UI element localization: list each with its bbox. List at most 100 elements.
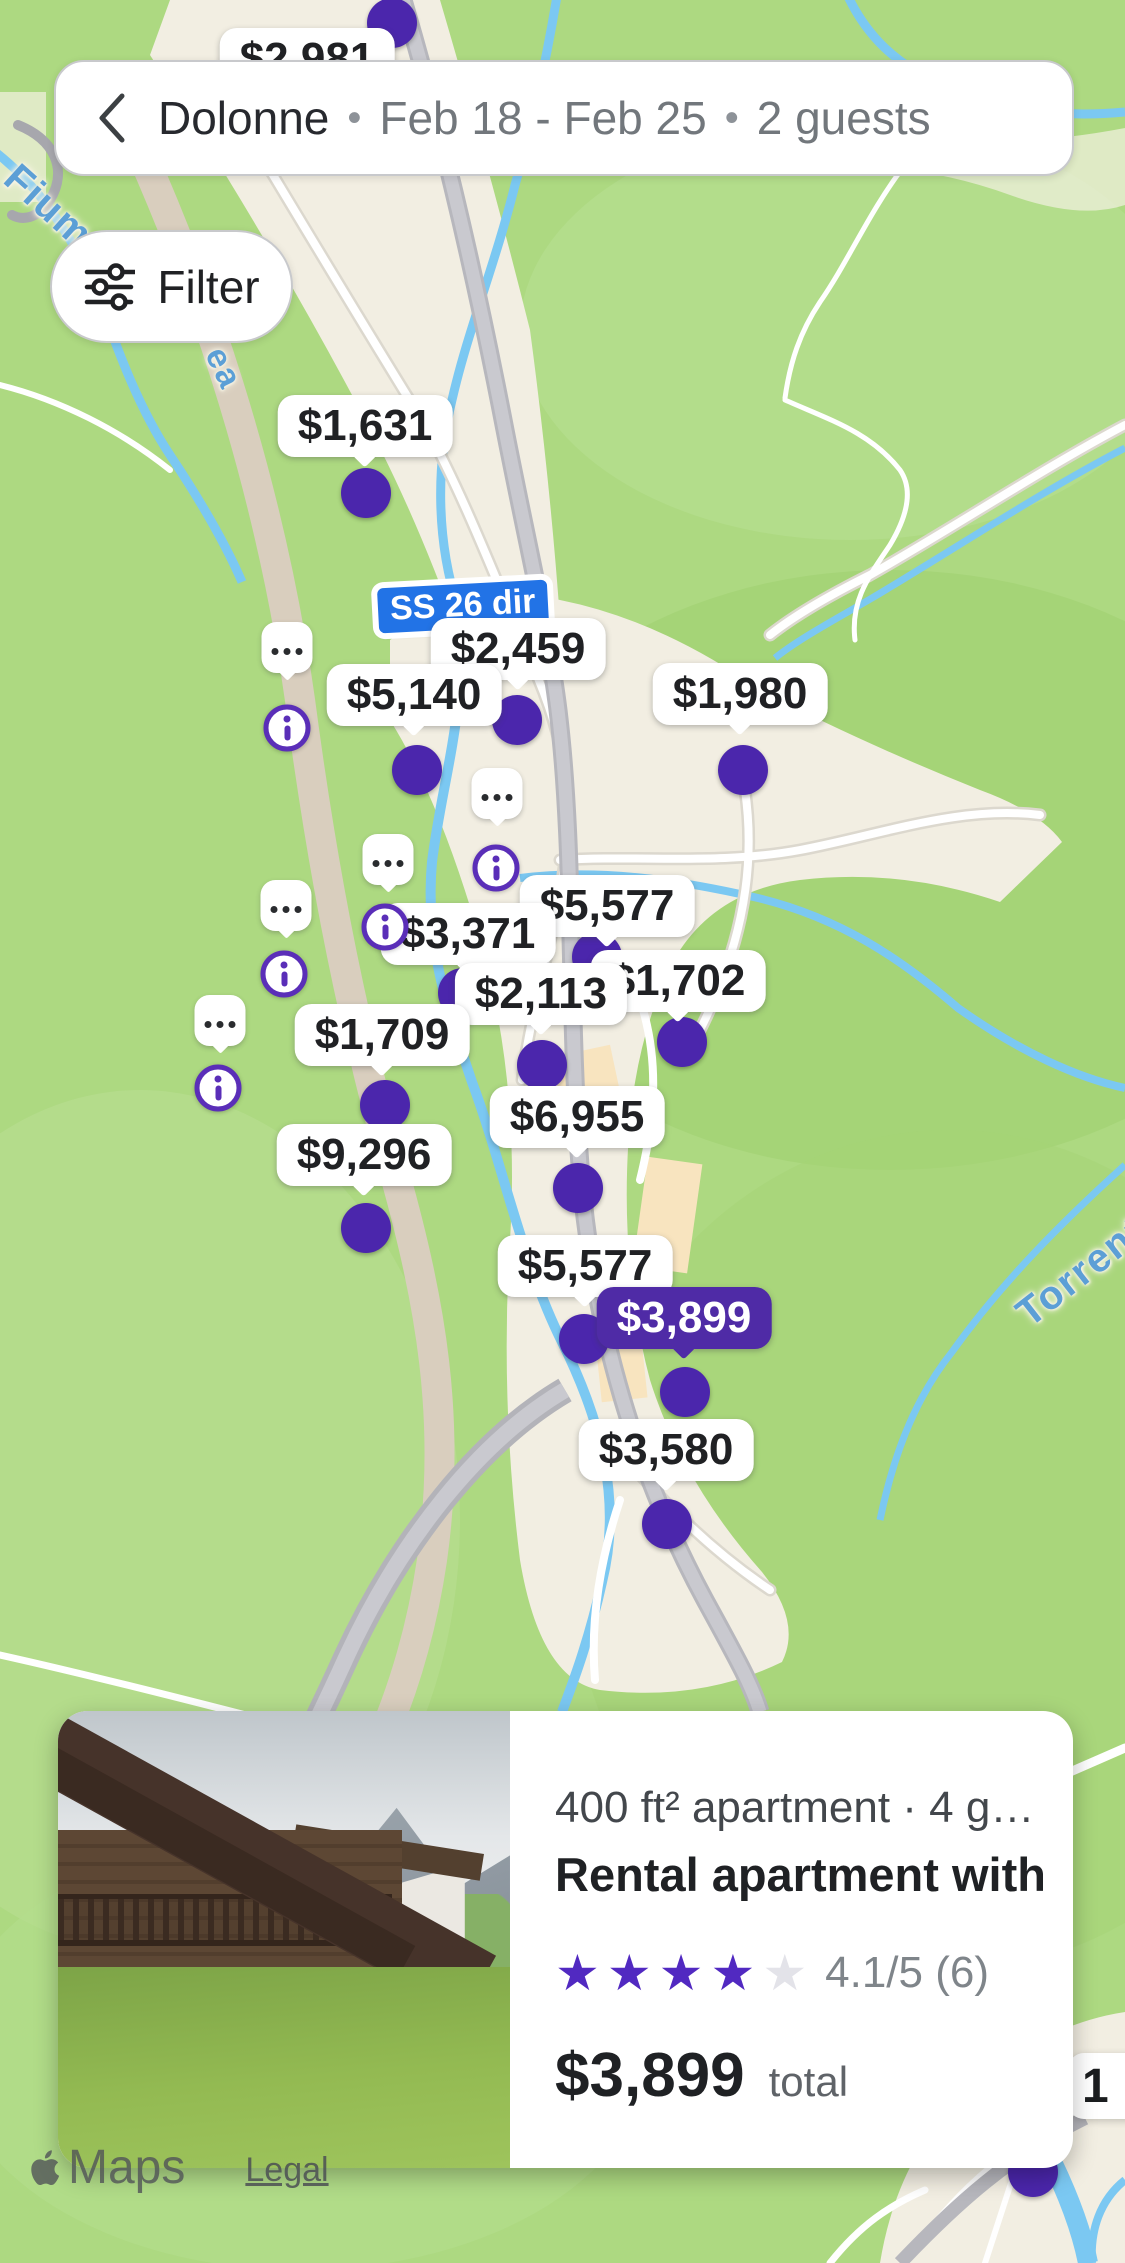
pill-pointer [352, 443, 378, 468]
ellipsis-dot [294, 906, 302, 913]
tune-sliders-icon [83, 262, 136, 311]
ellipsis-dot [204, 1021, 212, 1028]
price-map-pin[interactable] [360, 1080, 410, 1130]
ellipsis-dot [493, 794, 501, 801]
search-bar[interactable]: Dolonne • Feb 18 - Feb 25 • 2 guests [54, 60, 1074, 176]
info-icon [280, 961, 288, 969]
apple-icon [28, 2148, 62, 2188]
info-icon [492, 855, 500, 863]
filter-button[interactable]: Filter [50, 230, 293, 343]
info-pin[interactable] [194, 1064, 242, 1112]
pill-pointer [564, 1134, 590, 1159]
price-pill[interactable]: $5,140 [326, 664, 502, 737]
price-map-pin[interactable] [642, 1499, 692, 1549]
ellipsis-dot [283, 648, 291, 655]
listing-title: 400 ft² apartment · 4 g… [555, 1783, 1035, 1832]
photo-lawn [58, 1966, 510, 2168]
price-map-pin[interactable] [341, 468, 391, 518]
separator-dot: • [347, 95, 362, 140]
info-icon [493, 865, 499, 881]
price-pill[interactable]: $3,580 [578, 1419, 754, 1492]
pill-pointer [277, 662, 297, 681]
price-pill[interactable]: $2,459 [430, 618, 606, 691]
price-pill[interactable]: $5,577 [497, 1235, 673, 1308]
price-map-pin[interactable] [392, 745, 442, 795]
maps-wordmark: Maps [68, 2141, 186, 2194]
pill-pointer [210, 1035, 230, 1054]
search-dates: Feb 18 - Feb 25 [379, 92, 707, 144]
info-pin[interactable] [260, 950, 308, 998]
info-pin[interactable] [472, 844, 520, 892]
search-guests: 2 guests [756, 92, 931, 144]
pill-pointer [653, 1467, 679, 1492]
ellipsis-dot [481, 794, 489, 801]
ellipsis-dot [271, 648, 279, 655]
pill-pointer [369, 1052, 395, 1077]
info-icon [381, 914, 389, 922]
filter-label: Filter [157, 260, 260, 313]
search-summary[interactable]: Dolonne • Feb 18 - Feb 25 • 2 guests [158, 91, 931, 145]
price-pill[interactable]: $2,113 [454, 963, 628, 1036]
cluster-dots-marker[interactable] [194, 995, 246, 1054]
price-map-pin[interactable] [341, 1203, 391, 1253]
price-pill[interactable]: $6,955 [489, 1086, 665, 1159]
ellipsis-dot [295, 648, 303, 655]
price-map-pin[interactable] [718, 745, 768, 795]
listing-result-card[interactable]: 400 ft² apartment · 4 g… Rental apartmen… [58, 1711, 1073, 2168]
search-location: Dolonne [158, 92, 330, 144]
info-icon [283, 715, 291, 723]
info-pin[interactable] [263, 704, 311, 752]
price-map-pin[interactable] [553, 1163, 603, 1213]
ellipsis-dot [282, 906, 290, 913]
price-pill[interactable]: $1,631 [277, 395, 453, 468]
price-pill[interactable]: $9,296 [276, 1124, 452, 1197]
price-suffix: total [768, 2058, 849, 2105]
price-pill-selected[interactable]: $3,899 [596, 1287, 772, 1360]
cluster-dots-marker[interactable] [261, 622, 313, 681]
price-map-pin[interactable] [517, 1040, 567, 1090]
star-empty-icon: ★ [762, 1945, 808, 2001]
cluster-dots-marker[interactable] [471, 768, 523, 827]
map-attribution: Maps Legal [28, 2140, 329, 2195]
pill-pointer [487, 808, 507, 827]
pill-pointer [276, 920, 296, 939]
star-filled-icon: ★ [555, 1945, 600, 2001]
rating-text: 4.1/5 (6) [825, 1948, 990, 1997]
price-pill[interactable]: $3,371 [380, 903, 556, 976]
ellipsis-dot [270, 906, 278, 913]
star-filled-icon: ★ [658, 1945, 704, 2001]
info-icon [215, 1085, 221, 1101]
price-row: $3,899 total [555, 2040, 1043, 2111]
listing-photo[interactable] [58, 1711, 510, 2168]
pill-pointer [727, 711, 753, 736]
star-filled-icon: ★ [710, 1945, 756, 2001]
price-pill[interactable]: $1,980 [652, 663, 828, 736]
pill-pointer [378, 874, 398, 893]
pill-pointer [671, 1335, 697, 1360]
price-map-pin[interactable] [657, 1017, 707, 1067]
pill-pointer [572, 1283, 598, 1308]
ellipsis-dot [505, 794, 513, 801]
price-map-pin[interactable] [660, 1367, 710, 1417]
ellipsis-dot [396, 860, 404, 867]
price-pill[interactable]: $1,709 [294, 1004, 470, 1077]
pill-pointer [528, 1011, 554, 1036]
star-filled-icon: ★ [606, 1945, 652, 2001]
info-icon [382, 924, 388, 940]
listing-subtitle: Rental apartment with… [555, 1848, 1043, 1901]
cluster-dots-marker[interactable] [260, 880, 312, 939]
legal-link[interactable]: Legal [245, 2151, 329, 2189]
info-icon [214, 1075, 222, 1083]
back-chevron-icon[interactable] [94, 90, 130, 146]
ellipsis-dot [228, 1021, 236, 1028]
info-pin[interactable] [361, 903, 409, 951]
ellipsis-dot [216, 1021, 224, 1028]
listing-details: 400 ft² apartment · 4 g… Rental apartmen… [555, 1783, 1043, 2111]
cluster-dots-marker[interactable] [362, 834, 414, 893]
listing-price: $3,899 [555, 2041, 745, 2110]
page-number-badge[interactable]: 1 [1068, 2053, 1125, 2119]
ellipsis-dot [372, 860, 380, 867]
ellipsis-dot [384, 860, 392, 867]
